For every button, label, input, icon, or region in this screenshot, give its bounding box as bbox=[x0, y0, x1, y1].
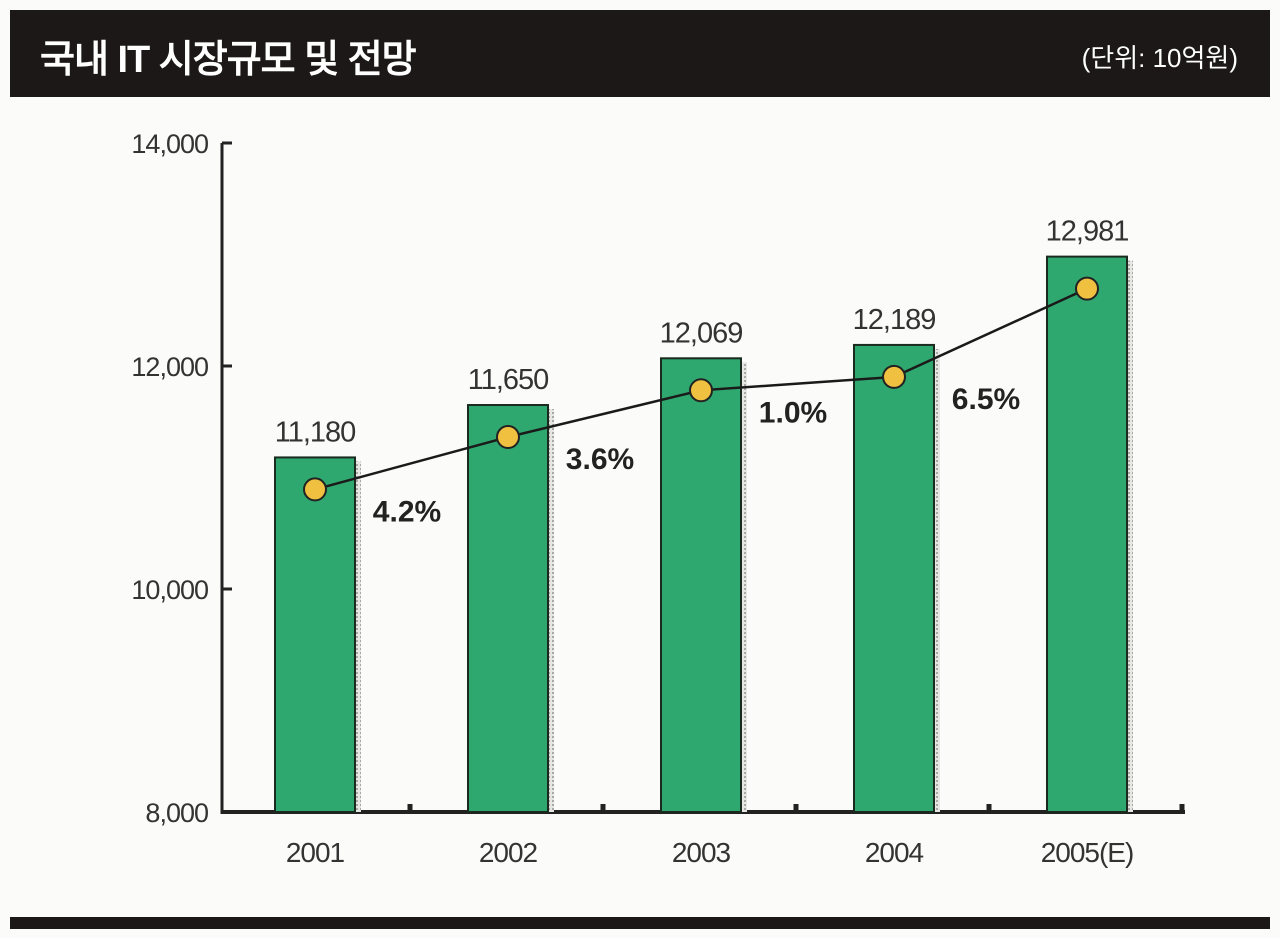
growth-marker bbox=[689, 378, 713, 403]
bar-2002 bbox=[467, 404, 549, 813]
bar-shadow bbox=[741, 362, 747, 812]
bar-2003 bbox=[660, 357, 742, 813]
growth-marker bbox=[882, 364, 906, 389]
x-tick-label: 2005(E) bbox=[1041, 837, 1134, 868]
x-tick-label: 2001 bbox=[286, 837, 345, 868]
growth-marker bbox=[303, 477, 327, 502]
x-tick-label: 2004 bbox=[865, 837, 924, 868]
growth-marker bbox=[1075, 276, 1099, 301]
unit-label: (단위: 10억원) bbox=[1081, 43, 1238, 73]
growth-rate-label: 4.2% bbox=[373, 495, 441, 528]
bar-shadow bbox=[548, 409, 554, 812]
y-tick-label: 10,000 bbox=[131, 575, 208, 605]
x-tick-label: 2002 bbox=[479, 837, 538, 868]
growth-marker bbox=[496, 425, 520, 450]
bar-2001 bbox=[274, 456, 356, 813]
title-bar: 국내 IT 시장규모 및 전망 (단위: 10억원) bbox=[10, 10, 1270, 97]
bar-shadow bbox=[355, 461, 361, 812]
bar-2004 bbox=[853, 343, 935, 813]
bar-value-label: 12,189 bbox=[853, 304, 936, 336]
bar-shadow bbox=[1127, 260, 1133, 812]
chart-title: 국내 IT 시장규모 및 전망 bbox=[40, 39, 417, 81]
x-tick-label: 2003 bbox=[672, 837, 731, 868]
bar-shadow bbox=[934, 348, 940, 812]
bar-value-label: 11,180 bbox=[275, 416, 356, 448]
bar-value-label: 11,650 bbox=[468, 364, 549, 396]
growth-rate-label: 1.0% bbox=[759, 396, 827, 429]
growth-rate-label: 3.6% bbox=[566, 443, 634, 476]
bar-value-label: 12,981 bbox=[1046, 216, 1129, 248]
bar-2005(E) bbox=[1046, 255, 1128, 813]
growth-rate-label: 6.5% bbox=[952, 383, 1020, 416]
y-tick-label: 12,000 bbox=[131, 352, 208, 382]
bottom-rule bbox=[10, 917, 1270, 929]
y-tick-label: 8,000 bbox=[145, 798, 208, 828]
y-tick-label: 14,000 bbox=[131, 129, 208, 159]
bar-value-label: 12,069 bbox=[660, 317, 743, 349]
